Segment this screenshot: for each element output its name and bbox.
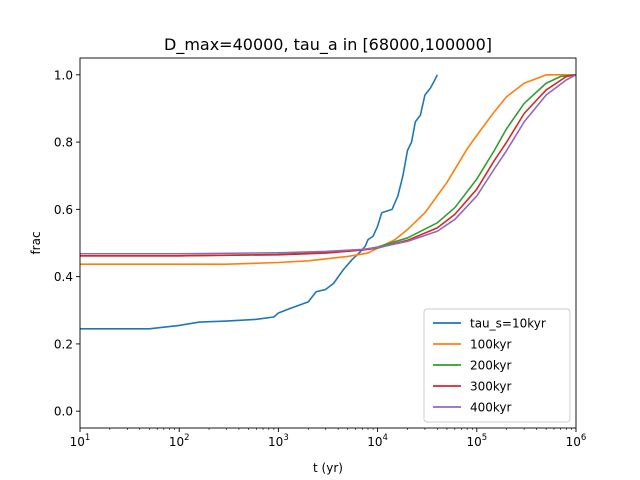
- legend-label: 300kyr: [470, 380, 512, 394]
- x-tick-label: 105: [466, 433, 487, 449]
- axes-layer: [79, 57, 577, 429]
- legend-label: 200kyr: [470, 359, 512, 373]
- series-layer: [80, 74, 577, 330]
- x-tick-label: 103: [268, 433, 289, 449]
- y-axis-ticks: 0.0 0.2 0.4 0.6 0.8 1.0: [54, 68, 80, 419]
- legend-label: 400kyr: [470, 401, 512, 415]
- y-tick-label: 0.8: [54, 136, 73, 150]
- series-line-4: [80, 74, 577, 257]
- x-tick-label: 104: [367, 433, 388, 449]
- legend: tau_s=10kyr 100kyr 200kyr 300kyr 400kyr: [423, 308, 571, 423]
- x-tick-label: 101: [70, 433, 91, 449]
- series-line-2: [80, 74, 576, 265]
- x-tick-label: 106: [566, 433, 587, 449]
- legend-label: tau_s=10kyr: [470, 317, 546, 331]
- legend-label: 100kyr: [470, 338, 512, 352]
- y-tick-label: 0.6: [54, 203, 73, 217]
- y-tick-label: 0.0: [54, 405, 73, 419]
- y-tick-label: 1.0: [54, 68, 73, 82]
- y-tick-label: 0.2: [54, 337, 73, 351]
- x-tick-label: 102: [169, 433, 190, 449]
- legend-box: [423, 308, 571, 423]
- chart-title: D_max=40000, tau_a in [68000,100000]: [164, 35, 492, 55]
- series-line-5: [80, 74, 577, 255]
- x-axis-label: t (yr): [313, 461, 343, 475]
- x-axis-ticks: 101 102 103 104 105 106: [70, 428, 587, 449]
- y-axis-label: frac: [29, 231, 43, 254]
- axes-frame: [79, 57, 577, 429]
- y-tick-label: 0.4: [54, 270, 73, 284]
